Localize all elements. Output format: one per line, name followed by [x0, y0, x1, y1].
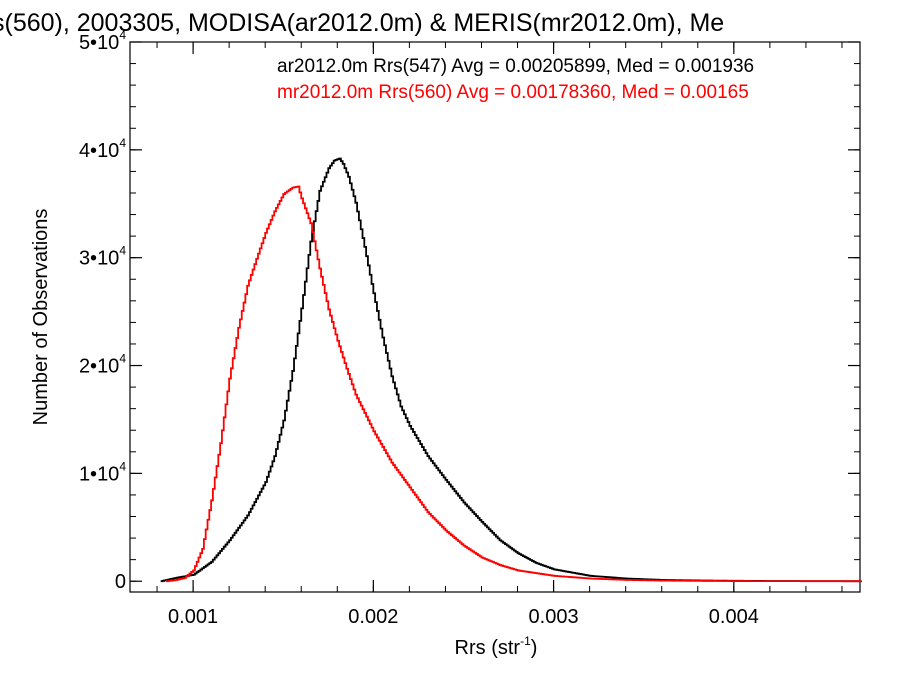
y-tick-label: 4•104	[79, 136, 126, 162]
legend: ar2012.0m Rrs(547) Avg = 0.00205899, Med…	[277, 56, 754, 103]
chart-title: s(560), 2003305, MODISA(ar2012.0m) & MER…	[0, 9, 724, 37]
x-tick-label: 0.002	[348, 606, 398, 628]
y-axis-label: Number of Observations	[30, 209, 52, 426]
x-axis-label: Rrs (str-1)	[455, 634, 538, 659]
x-axis-label-exponent: -1	[520, 634, 531, 648]
x-axis-label-close: )	[531, 637, 538, 659]
series-layer	[160, 157, 862, 583]
plot-axes: 0.001 0.002 0.003 0.004 0 1•104 2•104 3•104 4•10…	[79, 28, 861, 628]
x-tick-label: 0.003	[529, 606, 579, 628]
y-tick-label: 5•104	[79, 28, 126, 54]
x-tick-label: 0.001	[168, 606, 218, 628]
legend-entry-ar2012: ar2012.0m Rrs(547) Avg = 0.00205899, Med…	[277, 56, 754, 77]
plot-frame	[129, 41, 861, 593]
y-tick-label: 2•104	[79, 352, 126, 378]
y-tick-label: 1•104	[79, 459, 126, 485]
y-tick-label: 3•104	[79, 244, 126, 270]
x-axis-label-main: Rrs (str	[455, 637, 521, 659]
x-tick-label: 0.004	[709, 606, 759, 628]
legend-entry-mr2012: mr2012.0m Rrs(560) Avg = 0.00178360, Med…	[277, 82, 749, 103]
series-line-ar2012	[160, 157, 862, 583]
y-tick-label: 0	[115, 571, 126, 593]
series-line-mr2012	[166, 185, 862, 583]
